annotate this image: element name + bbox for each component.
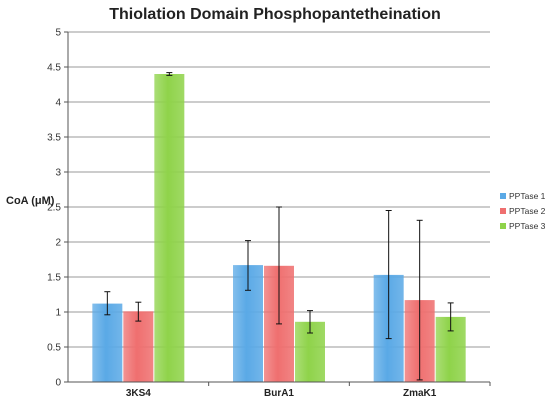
bar [92, 303, 123, 382]
bar [154, 74, 185, 382]
y-tick-label: 5 [55, 28, 61, 39]
legend-swatch [500, 223, 506, 229]
axes: 0 0.5 1 1.5 2 2.5 3 3.5 4 4.5 5 3KS4 BurA1 ZmaK1 [47, 28, 491, 399]
y-tick-label: 3 [55, 168, 61, 179]
y-tick-label: 3.5 [47, 133, 61, 144]
y-tick-label: 1 [55, 308, 61, 319]
y-tick-label: 0.5 [47, 343, 61, 354]
legend-label: PPTase 1 [509, 191, 546, 201]
x-tick-label: BurA1 [264, 388, 294, 399]
legend-swatch [500, 193, 506, 199]
legend-label: PPTase 3 [509, 221, 546, 231]
y-tick-label: 1.5 [47, 273, 61, 284]
y-tick-label: 2 [55, 238, 61, 249]
legend-swatch [500, 208, 506, 214]
y-tick-label: 0 [55, 378, 61, 389]
y-tick-label: 4.5 [47, 63, 61, 74]
legend: PPTase 1 PPTase 2 PPTase 3 [500, 191, 546, 231]
error-bars [104, 72, 454, 381]
legend-label: PPTase 2 [509, 206, 546, 216]
y-tick-label: 4 [55, 98, 61, 109]
x-tick-label: ZmaK1 [403, 388, 437, 399]
chart-title: Thiolation Domain Phosphopantetheination [109, 6, 441, 23]
x-tick-label: 3KS4 [126, 388, 151, 399]
bar [123, 311, 154, 382]
y-axis-label: CoA (μM) [6, 195, 55, 207]
y-tick-label: 2.5 [47, 203, 61, 214]
